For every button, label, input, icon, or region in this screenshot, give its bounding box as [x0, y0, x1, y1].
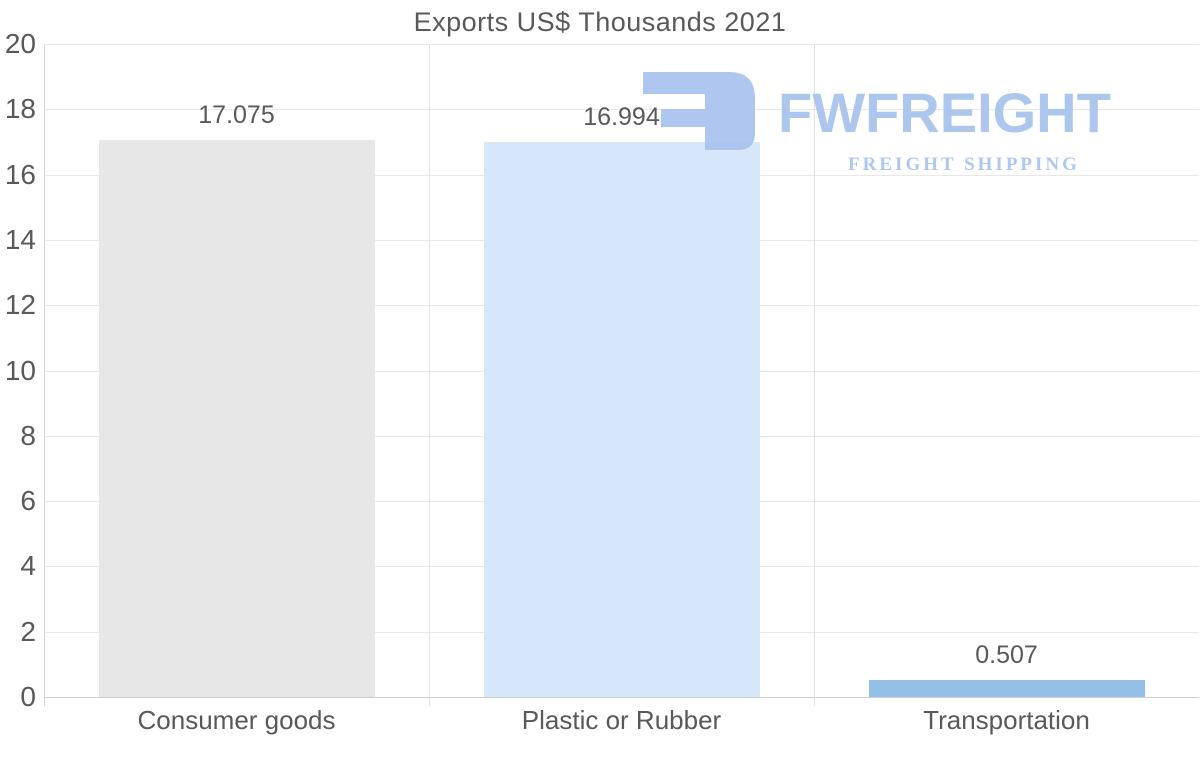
bar-value-label: 17.075	[198, 100, 275, 129]
y-tick-label: 10	[4, 354, 36, 386]
y-tick-label: 8	[20, 419, 36, 451]
bar-transportation	[868, 680, 1145, 697]
category-boundary-gridline	[429, 44, 430, 706]
gridline	[44, 44, 1199, 45]
y-tick-label: 20	[4, 28, 36, 59]
x-category-label: Consumer goods	[137, 705, 336, 735]
x-category-label: Plastic or Rubber	[521, 705, 722, 735]
y-tick-label: 4	[20, 550, 36, 582]
y-tick-label: 16	[4, 158, 36, 190]
y-tick-label: 6	[20, 485, 36, 517]
chart-title: Exports US$ Thousands 2021	[413, 7, 787, 37]
y-tick-label: 2	[20, 615, 36, 647]
x-axis-line	[44, 697, 1199, 698]
gridline	[44, 109, 1199, 111]
y-tick-label: 12	[4, 289, 36, 321]
plot-area: 17.075 16.994 0.507	[44, 44, 1199, 706]
y-tick-label: 14	[4, 223, 36, 255]
bar-value-label: 16.994	[583, 103, 660, 132]
y-tick-label: 0	[20, 681, 36, 712]
y-tick-label: 18	[4, 93, 36, 125]
y-axis-line	[44, 44, 45, 706]
bar-plastic-or-rubber	[483, 142, 760, 697]
bar-value-label: 0.507	[975, 641, 1038, 670]
bar-consumer-goods	[98, 139, 375, 697]
category-boundary-gridline	[814, 44, 815, 706]
x-category-label: Transportation	[923, 705, 1090, 735]
